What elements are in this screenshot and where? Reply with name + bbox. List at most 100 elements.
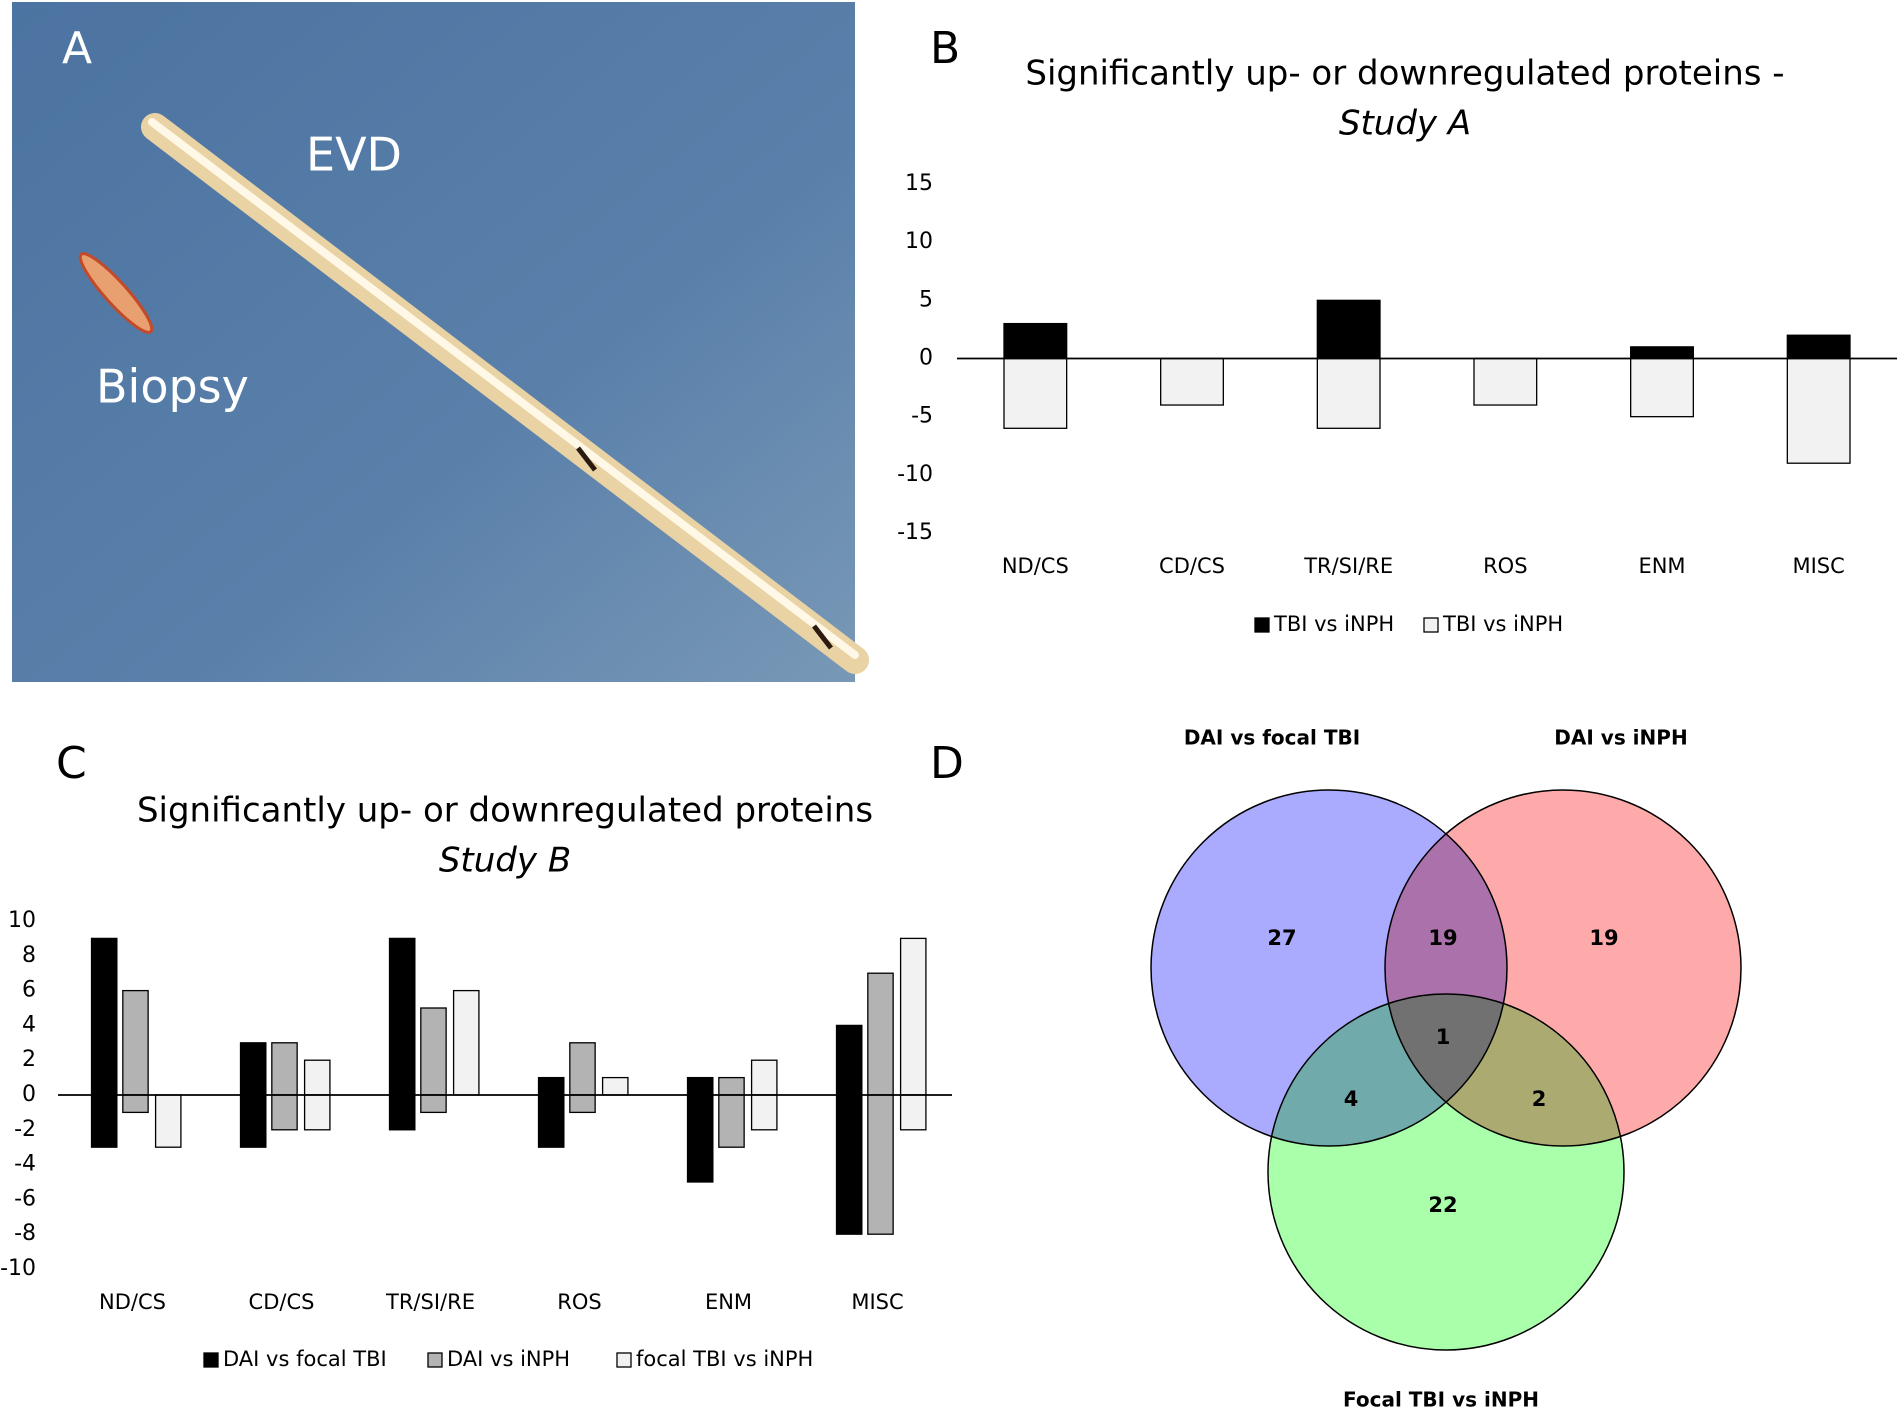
venn-outline — [1267, 993, 1625, 1351]
y-tick-label: -8 — [14, 1221, 36, 1246]
bar — [1160, 357, 1224, 406]
biopsy — [78, 252, 154, 334]
bar — [420, 1007, 447, 1096]
bar — [718, 1076, 745, 1096]
x-tick-label: ENM — [705, 1290, 752, 1314]
x-tick-label: TR/SI/RE — [1303, 554, 1393, 578]
bar — [122, 1094, 149, 1114]
legend-label: focal TBI vs iNPH — [636, 1347, 813, 1371]
bar — [867, 1094, 894, 1235]
y-tick-label: 4 — [22, 1012, 36, 1037]
legend-swatch — [203, 1352, 219, 1368]
bar — [1786, 357, 1851, 464]
bar — [388, 1094, 416, 1131]
legend-label: DAI vs focal TBI — [223, 1347, 387, 1371]
bar — [1316, 299, 1381, 360]
legend-label: TBI vs iNPH — [1442, 612, 1563, 636]
x-tick-label: MISC — [851, 1290, 903, 1314]
y-tick-label: 6 — [22, 978, 36, 1003]
x-tick-label: ENM — [1638, 554, 1685, 578]
x-tick-label: ND/CS — [1002, 554, 1069, 578]
venn-count: 19 — [1428, 926, 1457, 950]
chart-title: Significantly up- or downregulated prote… — [1025, 54, 1784, 94]
bar — [1473, 357, 1538, 406]
bar — [601, 1076, 629, 1096]
y-tick-label: -15 — [897, 520, 933, 545]
bar — [537, 1076, 565, 1096]
y-tick-label: 0 — [22, 1082, 36, 1107]
chart-subtitle: Study A — [1339, 104, 1471, 144]
x-tick-label: TR/SI/RE — [385, 1290, 475, 1314]
venn-count: 22 — [1428, 1193, 1457, 1217]
y-tick-label: 15 — [905, 171, 933, 196]
bar — [750, 1059, 778, 1096]
y-tick-label: -5 — [911, 404, 933, 429]
bar — [1786, 334, 1851, 360]
y-tick-label: -10 — [897, 462, 933, 487]
bar — [303, 1059, 331, 1096]
x-tick-label: CD/CS — [249, 1290, 315, 1314]
x-tick-label: MISC — [1793, 554, 1845, 578]
venn-count: 1 — [1436, 1025, 1451, 1049]
y-tick-label: 10 — [8, 908, 36, 933]
bar — [1630, 346, 1694, 360]
bar — [1316, 357, 1381, 429]
y-tick-label: 10 — [905, 229, 933, 254]
bar — [90, 937, 118, 1096]
venn-set-label: Focal TBI vs iNPH — [1343, 1388, 1539, 1411]
evd-mark — [576, 446, 597, 472]
venn-outline — [1384, 789, 1742, 1147]
x-tick-label: ND/CS — [99, 1290, 166, 1314]
photo-label: Biopsy — [96, 360, 249, 414]
bar — [239, 1042, 267, 1096]
venn-set-label: DAI vs iNPH — [1554, 726, 1687, 750]
bar — [835, 1094, 863, 1235]
venn-count: 2 — [1532, 1087, 1547, 1111]
chart-subtitle: Study B — [439, 841, 571, 881]
bar — [452, 989, 480, 1096]
photo-label: EVD — [306, 128, 402, 182]
bar — [420, 1094, 447, 1114]
y-tick-label: -10 — [0, 1256, 36, 1281]
y-tick-label: 2 — [22, 1047, 36, 1072]
y-tick-label: -6 — [14, 1186, 36, 1211]
venn-set-label: DAI vs focal TBI — [1184, 726, 1360, 750]
venn-count: 19 — [1589, 926, 1618, 950]
photo: A EVD Biopsy — [12, 2, 869, 682]
bar — [867, 972, 894, 1096]
x-tick-label: ROS — [1483, 554, 1527, 578]
panel-label: C — [56, 738, 87, 789]
bar — [899, 937, 927, 1096]
bar — [1003, 322, 1068, 360]
venn-set — [1268, 994, 1624, 1350]
bar — [90, 1094, 118, 1148]
bar — [154, 1094, 182, 1148]
bar — [718, 1094, 745, 1148]
evd-mark — [812, 624, 833, 650]
bar — [686, 1094, 714, 1183]
bar — [1630, 357, 1694, 418]
bar — [569, 1094, 596, 1114]
venn-outline — [1150, 789, 1508, 1147]
bar — [122, 989, 149, 1096]
bar — [239, 1094, 267, 1148]
venn-count: 4 — [1344, 1087, 1359, 1111]
chart-title: Significantly up- or downregulated prote… — [137, 791, 873, 831]
bar — [388, 937, 416, 1096]
legend-swatch — [1423, 617, 1439, 633]
legend-label: DAI vs iNPH — [447, 1347, 570, 1371]
legend-label: TBI vs iNPH — [1273, 612, 1394, 636]
bar — [271, 1042, 298, 1096]
venn-diagram — [1151, 790, 1741, 1350]
bar — [899, 1094, 927, 1131]
legend-swatch — [427, 1352, 443, 1368]
bar — [750, 1094, 778, 1131]
bar — [835, 1024, 863, 1096]
y-tick-label: 0 — [919, 346, 933, 371]
panel-label: B — [930, 23, 960, 74]
bar — [537, 1094, 565, 1148]
legend-swatch — [1254, 617, 1270, 633]
x-tick-label: ROS — [557, 1290, 601, 1314]
y-tick-label: 5 — [919, 287, 933, 312]
